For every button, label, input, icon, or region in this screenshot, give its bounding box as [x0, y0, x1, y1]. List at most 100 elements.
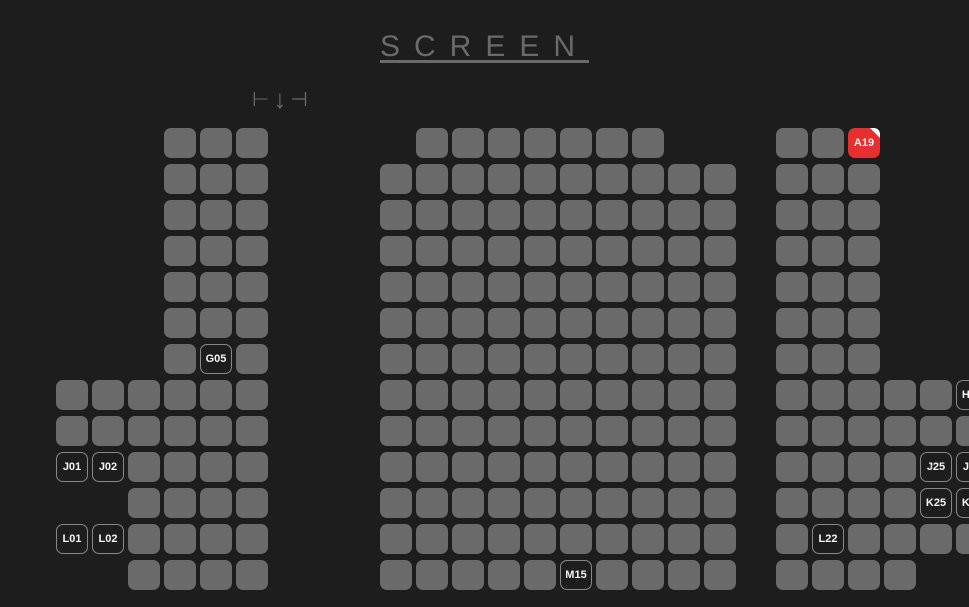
seat-I15[interactable]	[560, 416, 592, 446]
seat-C18[interactable]	[668, 200, 700, 230]
seat-D11[interactable]	[416, 236, 448, 266]
seat-I16[interactable]	[596, 416, 628, 446]
seat-G18[interactable]	[668, 344, 700, 374]
seat-E12[interactable]	[452, 272, 484, 302]
seat-F19[interactable]	[704, 308, 736, 338]
seat-H04[interactable]	[164, 380, 196, 410]
seat-H26[interactable]: H26	[956, 380, 969, 410]
seat-B04[interactable]	[164, 164, 196, 194]
seat-A11[interactable]	[416, 128, 448, 158]
seat-D16[interactable]	[596, 236, 628, 266]
seat-F05[interactable]	[200, 308, 232, 338]
seat-M14[interactable]	[524, 560, 556, 590]
seat-I17[interactable]	[632, 416, 664, 446]
seat-J22[interactable]	[812, 452, 844, 482]
seat-H10[interactable]	[380, 380, 412, 410]
seat-D17[interactable]	[632, 236, 664, 266]
seat-E13[interactable]	[488, 272, 520, 302]
seat-I18[interactable]	[668, 416, 700, 446]
seat-C16[interactable]	[596, 200, 628, 230]
seat-D23[interactable]	[848, 236, 880, 266]
seat-B15[interactable]	[560, 164, 592, 194]
seat-F17[interactable]	[632, 308, 664, 338]
seat-G10[interactable]	[380, 344, 412, 374]
seat-L15[interactable]	[560, 524, 592, 554]
seat-J02[interactable]: J02	[92, 452, 124, 482]
seat-A22[interactable]	[812, 128, 844, 158]
seat-D22[interactable]	[812, 236, 844, 266]
seat-M04[interactable]	[164, 560, 196, 590]
seat-L02[interactable]: L02	[92, 524, 124, 554]
seat-B10[interactable]	[380, 164, 412, 194]
seat-C14[interactable]	[524, 200, 556, 230]
seat-A05[interactable]	[200, 128, 232, 158]
seat-M18[interactable]	[668, 560, 700, 590]
seat-J05[interactable]	[200, 452, 232, 482]
seat-J25[interactable]: J25	[920, 452, 952, 482]
seat-H22[interactable]	[812, 380, 844, 410]
seat-J23[interactable]	[848, 452, 880, 482]
seat-G16[interactable]	[596, 344, 628, 374]
seat-H13[interactable]	[488, 380, 520, 410]
seat-L04[interactable]	[164, 524, 196, 554]
seat-L16[interactable]	[596, 524, 628, 554]
seat-M17[interactable]	[632, 560, 664, 590]
seat-H02[interactable]	[92, 380, 124, 410]
seat-J26[interactable]: J26	[956, 452, 969, 482]
seat-F18[interactable]	[668, 308, 700, 338]
seat-L26[interactable]	[956, 524, 969, 554]
seat-L05[interactable]	[200, 524, 232, 554]
seat-B13[interactable]	[488, 164, 520, 194]
seat-G23[interactable]	[848, 344, 880, 374]
seat-E21[interactable]	[776, 272, 808, 302]
seat-D10[interactable]	[380, 236, 412, 266]
seat-L24[interactable]	[884, 524, 916, 554]
seat-A04[interactable]	[164, 128, 196, 158]
seat-I19[interactable]	[704, 416, 736, 446]
seat-K13[interactable]	[488, 488, 520, 518]
seat-G15[interactable]	[560, 344, 592, 374]
seat-H15[interactable]	[560, 380, 592, 410]
seat-D04[interactable]	[164, 236, 196, 266]
seat-M11[interactable]	[416, 560, 448, 590]
seat-K23[interactable]	[848, 488, 880, 518]
seat-F13[interactable]	[488, 308, 520, 338]
seat-K26[interactable]: K26	[956, 488, 969, 518]
seat-J15[interactable]	[560, 452, 592, 482]
seat-C05[interactable]	[200, 200, 232, 230]
seat-B21[interactable]	[776, 164, 808, 194]
seat-K22[interactable]	[812, 488, 844, 518]
seat-G17[interactable]	[632, 344, 664, 374]
seat-J16[interactable]	[596, 452, 628, 482]
seat-E05[interactable]	[200, 272, 232, 302]
seat-A13[interactable]	[488, 128, 520, 158]
seat-J19[interactable]	[704, 452, 736, 482]
seat-E17[interactable]	[632, 272, 664, 302]
seat-K03[interactable]	[128, 488, 160, 518]
seat-G05[interactable]: G05	[200, 344, 232, 374]
seat-L22[interactable]: L22	[812, 524, 844, 554]
seat-J13[interactable]	[488, 452, 520, 482]
seat-L18[interactable]	[668, 524, 700, 554]
seat-C15[interactable]	[560, 200, 592, 230]
seat-L06[interactable]	[236, 524, 268, 554]
seat-D14[interactable]	[524, 236, 556, 266]
seat-I01[interactable]	[56, 416, 88, 446]
seat-J10[interactable]	[380, 452, 412, 482]
seat-J21[interactable]	[776, 452, 808, 482]
seat-B16[interactable]	[596, 164, 628, 194]
seat-J18[interactable]	[668, 452, 700, 482]
seat-C04[interactable]	[164, 200, 196, 230]
seat-L25[interactable]	[920, 524, 952, 554]
seat-L03[interactable]	[128, 524, 160, 554]
seat-K15[interactable]	[560, 488, 592, 518]
seat-H06[interactable]	[236, 380, 268, 410]
seat-J04[interactable]	[164, 452, 196, 482]
seat-E14[interactable]	[524, 272, 556, 302]
seat-F10[interactable]	[380, 308, 412, 338]
seat-D15[interactable]	[560, 236, 592, 266]
seat-I24[interactable]	[884, 416, 916, 446]
seat-G14[interactable]	[524, 344, 556, 374]
seat-H14[interactable]	[524, 380, 556, 410]
seat-K11[interactable]	[416, 488, 448, 518]
